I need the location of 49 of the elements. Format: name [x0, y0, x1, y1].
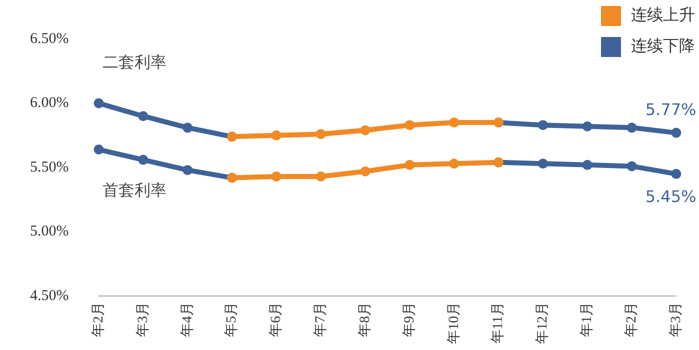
point — [271, 171, 282, 182]
x-tick-label: 年3月 — [134, 302, 151, 337]
legend-label: 连续上升 — [631, 5, 695, 24]
point — [582, 160, 592, 170]
point — [404, 160, 415, 170]
legend-label: 连续下降 — [631, 36, 695, 56]
point — [538, 158, 548, 169]
point — [271, 130, 282, 140]
point — [94, 98, 104, 108]
point — [94, 144, 104, 155]
point — [182, 122, 193, 133]
data-label: 5.45% — [645, 187, 696, 206]
point — [671, 128, 682, 138]
point — [360, 125, 370, 136]
x-tick-label: 年9月 — [401, 302, 418, 337]
x-tick-label: 年12月 — [534, 302, 551, 344]
x-tick-label: 年4月 — [179, 302, 196, 337]
point — [138, 111, 148, 122]
point — [449, 158, 460, 169]
y-tick-label: 4.50% — [30, 288, 69, 304]
point — [182, 165, 193, 176]
x-tick-label: 年1月 — [579, 302, 596, 337]
point — [449, 118, 460, 128]
y-tick-label: 5.00% — [30, 224, 69, 240]
annotation: 首套利率 — [102, 180, 167, 200]
y-tick-label: 6.00% — [30, 95, 69, 112]
point — [626, 161, 637, 172]
data-label: 5.77% — [645, 100, 696, 119]
x-tick-label: 年6月 — [268, 302, 284, 337]
y-tick-label: 6.50% — [30, 30, 69, 47]
point — [316, 129, 326, 140]
x-tick-label: 年2月 — [90, 302, 106, 337]
point — [671, 168, 682, 179]
point — [316, 171, 326, 182]
x-tick-label: 年2月 — [623, 302, 640, 337]
point — [582, 121, 592, 132]
x-tick-label: 年11月 — [490, 302, 506, 344]
point — [404, 120, 415, 130]
point — [138, 154, 148, 165]
point — [626, 122, 637, 133]
x-tick-label: 年8月 — [356, 302, 373, 337]
point — [360, 166, 370, 176]
x-tick-label: 年7月 — [312, 302, 329, 337]
x-tick-label: 年3月 — [668, 302, 684, 337]
y-tick-label: 5.50% — [30, 159, 69, 176]
point — [538, 120, 548, 130]
annotation: 二套利率 — [102, 52, 167, 72]
x-tick-label: 年5月 — [224, 302, 240, 337]
x-tick-label: 年10月 — [446, 302, 462, 344]
